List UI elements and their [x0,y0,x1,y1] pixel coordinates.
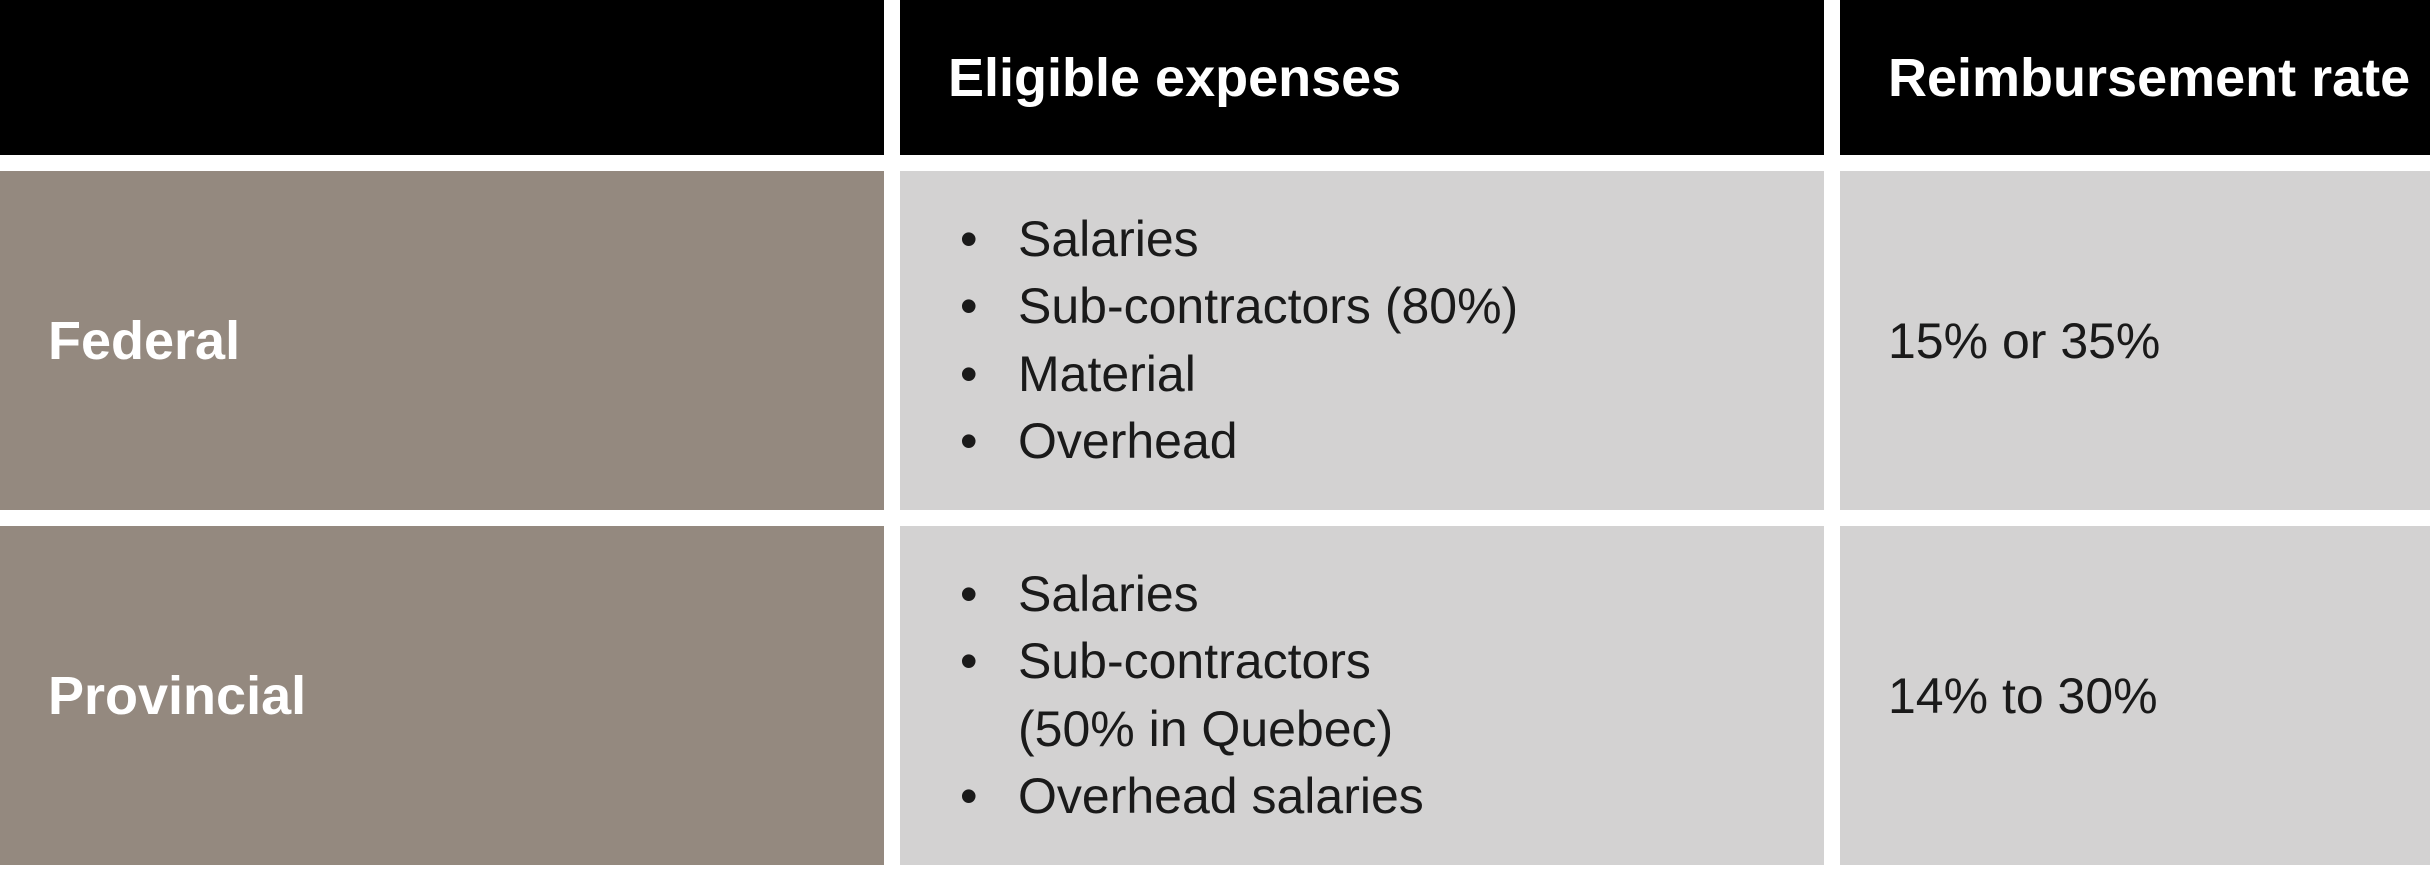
list-item-text: Salaries [1018,211,1199,267]
row-label-cell: Provincial [0,510,900,865]
header-cell-rate: Reimbursement rate [1840,0,2430,155]
row-label-cell: Federal [0,155,900,510]
header-cell-blank [0,0,900,155]
list-item-continuation: (50% in Quebec) [948,696,1424,764]
row-label: Provincial [48,665,306,727]
list-item-text: Sub-contractors [1018,633,1371,689]
list-item: Sub-contractors [948,628,1424,696]
header-cell-expenses: Eligible expenses [900,0,1840,155]
table-row: Federal Salaries Sub-contractors (80%) M… [0,155,2430,510]
list-item: Salaries [948,206,1518,274]
list-item: Sub-contractors (80%) [948,273,1518,341]
expenses-cell: Salaries Sub-contractors (50% in Quebec)… [900,510,1840,865]
row-label: Federal [48,310,240,372]
expenses-list: Salaries Sub-contractors (50% in Quebec)… [948,561,1424,831]
list-item: Overhead salaries [948,763,1424,831]
header-label: Reimbursement rate [1888,47,2410,109]
expenses-cell: Salaries Sub-contractors (80%) Material … [900,155,1840,510]
list-item-text: Sub-contractors (80%) [1018,278,1518,334]
list-item-text: Overhead salaries [1018,768,1424,824]
header-label: Eligible expenses [948,47,1401,109]
list-item-text: Salaries [1018,566,1199,622]
rate-value: 14% to 30% [1888,667,2158,725]
expenses-list: Salaries Sub-contractors (80%) Material … [948,206,1518,476]
table-row: Provincial Salaries Sub-contractors (50%… [0,510,2430,865]
expenses-table: Eligible expenses Reimbursement rate Fed… [0,0,2430,881]
list-item: Material [948,341,1518,409]
table-header-row: Eligible expenses Reimbursement rate [0,0,2430,155]
rate-cell: 14% to 30% [1840,510,2430,865]
rate-cell: 15% or 35% [1840,155,2430,510]
list-item: Salaries [948,561,1424,629]
rate-value: 15% or 35% [1888,312,2160,370]
list-item-text: Material [1018,346,1196,402]
list-item-text: (50% in Quebec) [1018,701,1393,757]
list-item-text: Overhead [1018,413,1238,469]
list-item: Overhead [948,408,1518,476]
